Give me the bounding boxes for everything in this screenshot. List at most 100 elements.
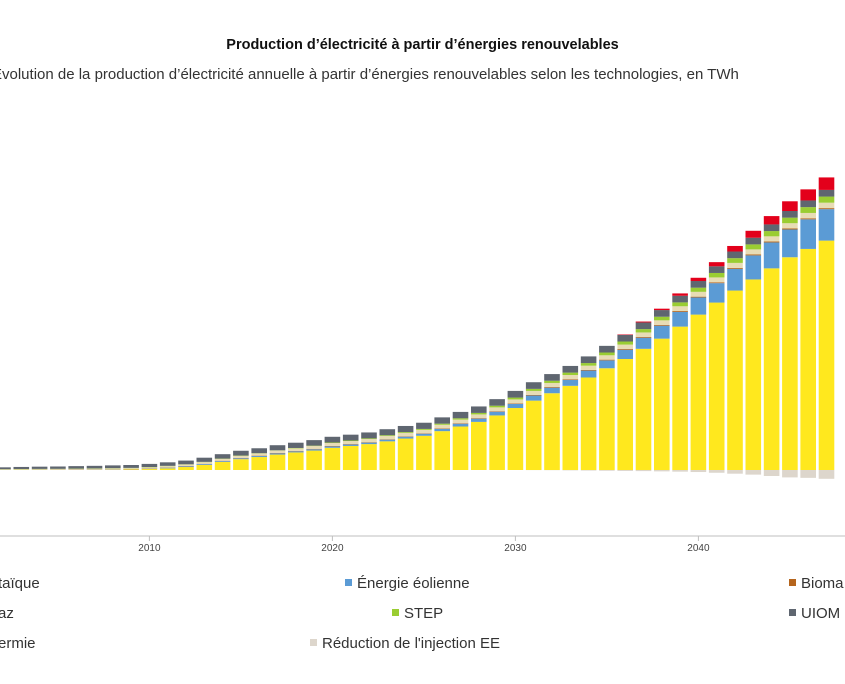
bar-segment	[434, 423, 450, 425]
bar-segment	[416, 422, 432, 429]
bar-segment	[782, 257, 798, 470]
bar-segment	[397, 436, 414, 439]
bar-segment	[763, 224, 780, 232]
bar-segment	[288, 451, 304, 453]
bar-segment	[617, 349, 633, 359]
bar-segment	[654, 338, 670, 470]
bar-segment	[690, 291, 707, 297]
bar-segment	[397, 425, 414, 433]
bar-segment	[654, 320, 670, 325]
bar-segment	[708, 277, 725, 283]
bar-segment	[489, 411, 505, 416]
bar-segment	[635, 321, 652, 323]
bar-segment	[654, 310, 670, 317]
bar-segment	[672, 295, 688, 303]
bar-segment	[324, 447, 341, 470]
bar-segment	[86, 468, 103, 470]
bar-segment	[727, 245, 743, 252]
legend-swatch	[392, 609, 399, 616]
bar-segment	[635, 322, 652, 330]
bar-segment	[708, 262, 725, 267]
bar-segment	[782, 229, 798, 258]
bar-segment	[763, 231, 780, 237]
bar-segment	[708, 282, 725, 284]
bar-segment	[672, 470, 688, 472]
bar-segment	[361, 438, 377, 440]
bar-segment	[507, 390, 524, 398]
bar-segment	[727, 258, 743, 263]
bar-segment	[745, 249, 762, 255]
bar-segment	[68, 468, 84, 470]
bar-segment	[416, 433, 432, 436]
bar-segment	[782, 201, 798, 211]
bar-segment	[617, 359, 633, 470]
bar-segment	[672, 326, 688, 471]
bar-segment	[745, 244, 762, 250]
bar-segment	[306, 446, 322, 449]
bar-segment	[269, 450, 286, 453]
x-tick-label: 2010	[138, 543, 161, 554]
bar-segment	[397, 432, 414, 433]
bar-segment	[818, 240, 835, 470]
bar-segment	[434, 428, 450, 432]
bar-segment	[196, 462, 213, 464]
bar-segment	[763, 242, 780, 269]
bar-segment	[727, 470, 743, 474]
bar-segment	[251, 456, 267, 458]
bar-segment	[818, 470, 835, 479]
bar-segment	[214, 461, 231, 462]
bar-segment	[745, 255, 762, 280]
bar-segment	[123, 465, 139, 468]
bar-segment	[159, 466, 176, 468]
legend-label: STEP	[404, 605, 444, 622]
bar-segment	[745, 237, 762, 245]
bar-segment	[452, 426, 469, 470]
bar-segment	[251, 457, 267, 470]
bar-segment	[672, 302, 688, 307]
bar-segment	[544, 393, 560, 471]
bar-segment	[800, 248, 816, 470]
bar-segment	[434, 417, 450, 424]
bar-segment	[233, 450, 249, 456]
bar-segment	[342, 440, 359, 442]
bar-segment	[489, 415, 505, 471]
bar-segment	[672, 306, 688, 311]
bar-segment	[599, 360, 615, 369]
bar-segment	[434, 428, 450, 429]
bar-segment	[635, 337, 652, 349]
bar-segment	[489, 399, 505, 406]
bar-segment	[342, 444, 359, 446]
bar-segment	[763, 216, 780, 225]
bar-segment	[178, 460, 194, 465]
bar-segment	[599, 368, 615, 470]
bar-segment	[306, 449, 322, 451]
bar-segment	[288, 452, 304, 470]
bar-segment	[452, 418, 469, 420]
bar-segment	[782, 217, 798, 224]
bar-segment	[233, 458, 249, 460]
bar-segment	[13, 466, 30, 469]
bar-segment	[196, 464, 213, 465]
bar-segment	[580, 470, 597, 471]
bar-segment	[324, 446, 341, 448]
bar-segment	[617, 349, 633, 350]
bar-segment	[562, 365, 579, 373]
bar-segment	[635, 348, 652, 470]
bar-segment	[599, 470, 615, 471]
legend-item: Bioma	[789, 575, 844, 592]
bar-segment	[544, 382, 560, 388]
bar-segment	[452, 411, 469, 419]
bar-segment	[763, 470, 780, 477]
bar-segment	[288, 448, 304, 451]
bar-segment	[379, 439, 396, 442]
bar-segment	[178, 467, 194, 470]
bar-segment	[452, 423, 469, 427]
legend-label: Bioma	[801, 575, 844, 592]
bar-segment	[525, 388, 542, 391]
bar-segment	[562, 379, 579, 386]
bar-segment	[690, 281, 707, 288]
bar-segment	[635, 329, 652, 333]
bar-segment	[782, 228, 798, 230]
bar-segment	[562, 379, 579, 380]
bar-segment	[708, 302, 725, 470]
